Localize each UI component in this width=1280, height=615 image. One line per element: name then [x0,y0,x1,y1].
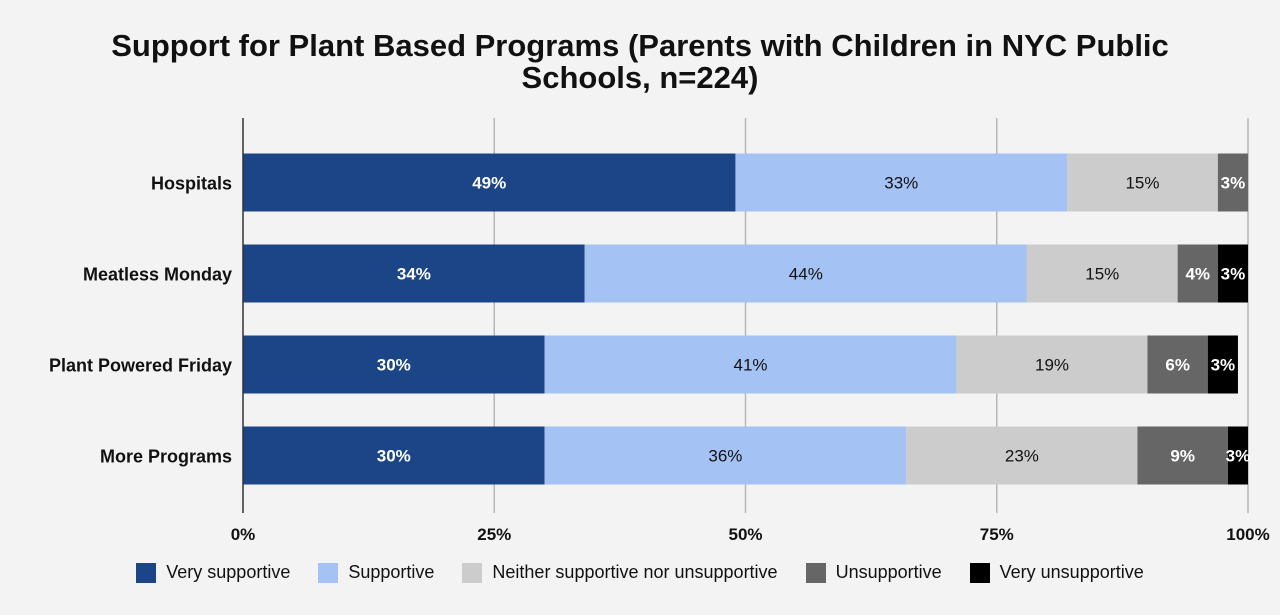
bar-segment [544,426,907,485]
data-label: 33% [884,174,918,193]
x-tick-label: 25% [477,525,511,544]
legend-swatch [318,562,339,583]
category-label: Hospitals [151,174,232,194]
bar-segment [906,426,1138,485]
legend-label: Neither supportive nor unsupportive [492,562,778,582]
bar-segment [544,335,957,394]
legend-item: Very unsupportive [969,562,1144,583]
bar-segment [243,335,545,394]
legend-label: Supportive [348,562,435,582]
data-label: 41% [734,356,768,375]
data-label: 3% [1211,356,1236,375]
bar-segment [243,153,736,212]
bar-segment [1147,335,1208,394]
data-label: 49% [472,174,506,193]
bar-segment [1137,426,1228,485]
data-label: 9% [1170,447,1195,466]
data-label: 30% [377,447,411,466]
bar-segment [956,335,1148,394]
bar-segment [243,426,545,485]
data-label: 44% [789,265,823,284]
legend-item: Supportive [318,562,434,583]
data-label: 36% [708,447,742,466]
category-label: Meatless Monday [83,265,232,285]
chart-title: Support for Plant Based Programs (Parent… [0,30,1280,94]
bar-segment [1217,244,1248,303]
legend-swatch [969,562,990,583]
data-label: 4% [1185,265,1210,284]
bar-segment [243,244,585,303]
data-label: 15% [1125,174,1159,193]
legend-label: Very supportive [166,562,291,582]
data-label: 3% [1221,174,1246,193]
bar-segment [584,244,1027,303]
legend-swatch [805,562,826,583]
bar-segment [735,153,1068,212]
x-tick-label: 100% [1226,525,1269,544]
category-label: More Programs [100,447,232,467]
data-label: 15% [1085,265,1119,284]
data-label: 34% [397,265,431,284]
bar-segment [1207,335,1238,394]
legend-swatch [462,562,483,583]
chart-title-line-2: Schools, n=224) [521,60,759,95]
x-tick-label: 50% [728,525,762,544]
legend-item: Very supportive [136,562,290,583]
bar-segment [1217,153,1248,212]
legend-swatch [136,562,157,583]
x-tick-label: 75% [980,525,1014,544]
data-label: 6% [1165,356,1190,375]
legend: Very supportive Supportive Neither support… [0,562,1280,583]
legend-label: Unsupportive [835,562,942,582]
chart-title-line-1: Support for Plant Based Programs (Parent… [111,28,1169,63]
data-label: 19% [1035,356,1069,375]
data-label: 30% [377,356,411,375]
data-label: 3% [1221,265,1246,284]
bar-segment [1067,153,1218,212]
category-label: Plant Powered Friday [49,356,232,376]
x-tick-label: 0% [231,525,256,544]
legend-item: Unsupportive [805,562,942,583]
bar-segment [1227,426,1248,485]
bar-segment [1026,244,1178,303]
legend-item: Neither supportive nor unsupportive [462,562,778,583]
bar-segment [1177,244,1218,303]
legend-label: Very unsupportive [999,562,1144,582]
data-label: 3% [1226,447,1251,466]
data-label: 23% [1005,447,1039,466]
